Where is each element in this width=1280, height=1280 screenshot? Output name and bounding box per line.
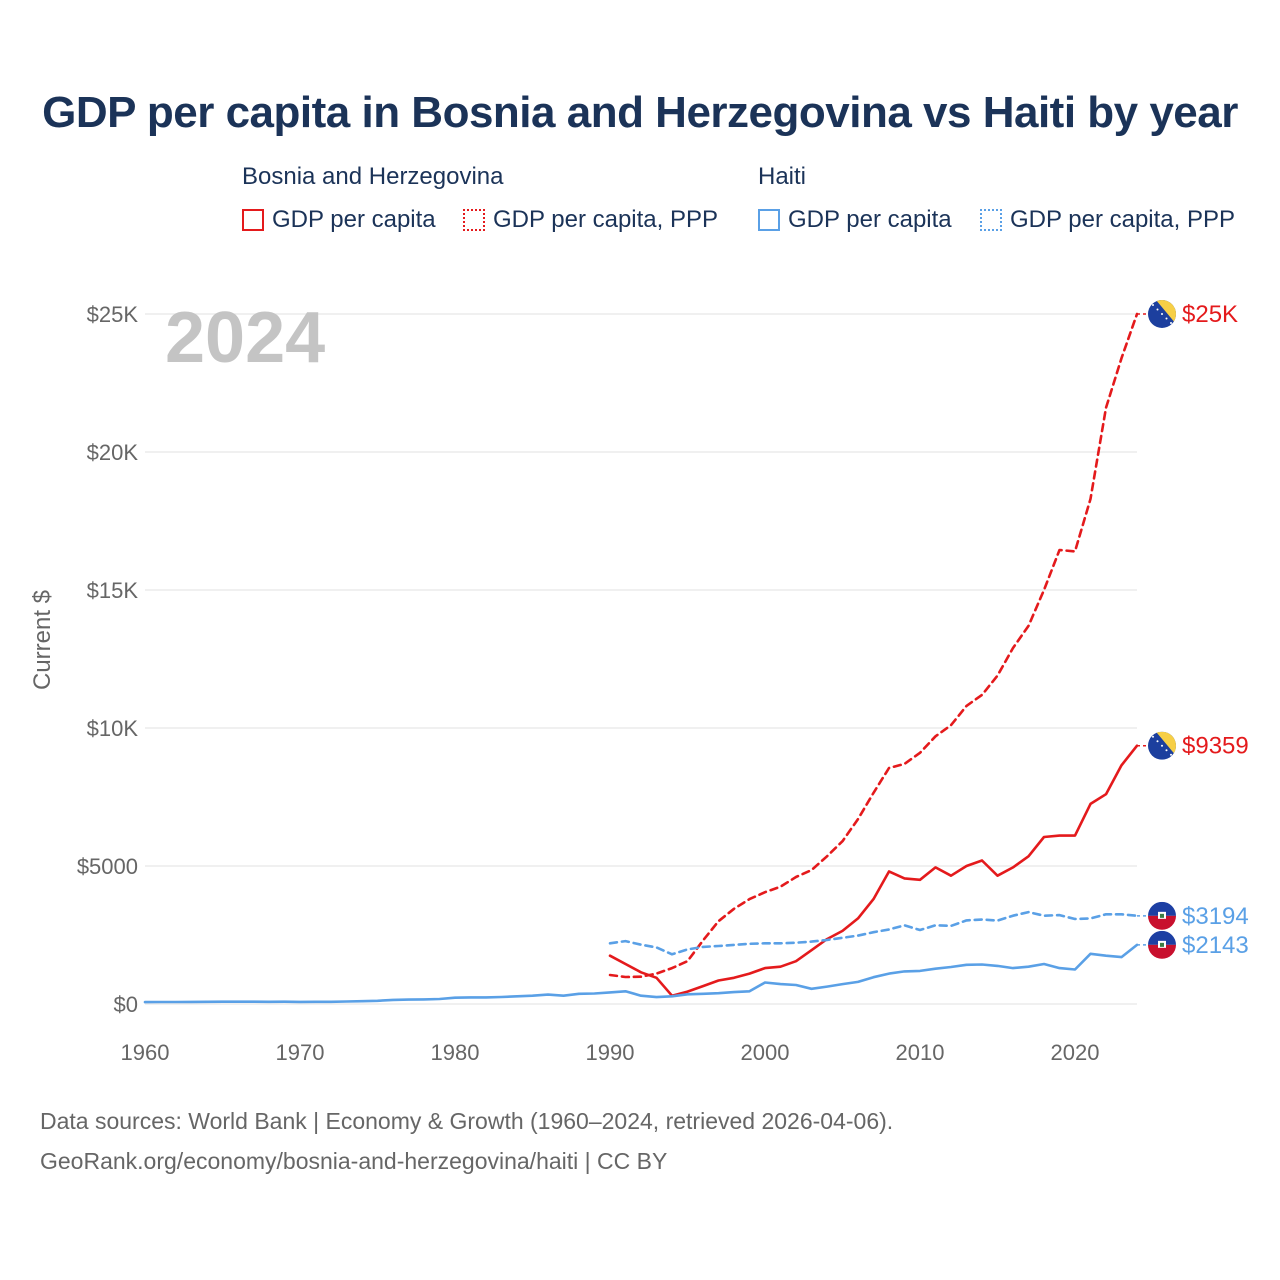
y-tick-label: $15K bbox=[87, 578, 139, 603]
x-tick-label: 2020 bbox=[1051, 1040, 1100, 1065]
legend-item-bosnia-ppp[interactable]: GDP per capita, PPP bbox=[463, 205, 718, 235]
year-watermark: 2024 bbox=[165, 298, 325, 378]
end-value-label: $9359 bbox=[1182, 733, 1249, 760]
legend-label-bosnia-gdp: GDP per capita bbox=[272, 206, 436, 233]
series-line-2[interactable] bbox=[608, 910, 1139, 956]
footer-sources: Data sources: World Bank | Economy & Gro… bbox=[40, 1108, 894, 1134]
x-tick-label: 2010 bbox=[896, 1040, 945, 1065]
grid-layer: $0 $5000 $10K $15K $20K $25K 1960 1970 1980 1990 2… bbox=[77, 302, 1137, 1065]
legend-label-haiti-ppp: GDP per capita, PPP bbox=[1010, 206, 1235, 233]
legend-swatch-haiti-gdp bbox=[758, 209, 780, 231]
bosnia-flag-icon bbox=[1148, 731, 1176, 760]
end-value-label: $25K bbox=[1182, 301, 1238, 328]
x-tick-label: 1980 bbox=[431, 1040, 480, 1065]
legend-group-bosnia: Bosnia and Herzegovina bbox=[242, 163, 504, 190]
end-value-label: $3194 bbox=[1182, 903, 1249, 930]
y-tick-label: $20K bbox=[87, 440, 139, 465]
y-tick-label: $0 bbox=[114, 992, 138, 1017]
legend-swatch-haiti-ppp bbox=[980, 209, 1002, 231]
x-tick-label: 1960 bbox=[121, 1040, 170, 1065]
legend-item-bosnia-gdp[interactable]: GDP per capita bbox=[242, 205, 436, 235]
end-value-label: $2143 bbox=[1182, 932, 1249, 959]
legend-item-haiti-ppp[interactable]: GDP per capita, PPP bbox=[980, 205, 1235, 235]
y-axis-label: Current $ bbox=[29, 590, 56, 690]
legend-swatch-bosnia-gdp bbox=[242, 209, 264, 231]
series-layer bbox=[143, 312, 1139, 1004]
haiti-flag-icon bbox=[1148, 930, 1176, 959]
legend-label-haiti-gdp: GDP per capita bbox=[788, 206, 952, 233]
series-line-0[interactable] bbox=[608, 312, 1139, 979]
x-tick-label: 2000 bbox=[741, 1040, 790, 1065]
chart-title: GDP per capita in Bosnia and Herzegovina… bbox=[42, 88, 1238, 137]
y-tick-label: $5000 bbox=[77, 854, 138, 879]
bosnia-flag-icon bbox=[1148, 300, 1176, 328]
series-line-1[interactable] bbox=[608, 744, 1139, 998]
footer-attribution[interactable]: GeoRank.org/economy/bosnia-and-herzegovi… bbox=[40, 1148, 668, 1174]
y-tick-label: $25K bbox=[87, 302, 139, 327]
legend-group-haiti: Haiti bbox=[758, 163, 807, 190]
haiti-flag-icon bbox=[1148, 901, 1176, 930]
legend-label-bosnia-ppp: GDP per capita, PPP bbox=[493, 206, 718, 233]
x-tick-label: 1970 bbox=[276, 1040, 325, 1065]
x-tick-label: 1990 bbox=[586, 1040, 635, 1065]
legend-item-haiti-gdp[interactable]: GDP per capita bbox=[758, 205, 952, 235]
series-line-3[interactable] bbox=[143, 943, 1139, 1004]
y-tick-label: $10K bbox=[87, 716, 139, 741]
legend-swatch-bosnia-ppp bbox=[463, 209, 485, 231]
end-label-layer: $25K $9359 $3194$2143 bbox=[1137, 300, 1249, 959]
